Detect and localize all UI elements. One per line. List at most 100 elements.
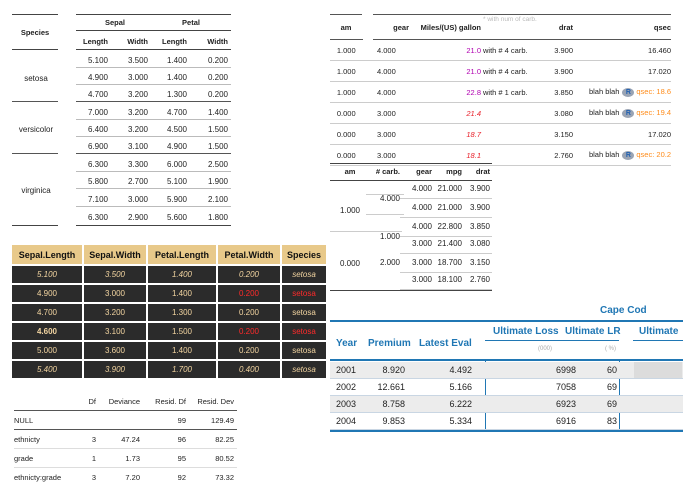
species-header: Species <box>20 28 50 37</box>
anova-table: Df Deviance Resid. Df Resid. Dev NULL 99… <box>14 392 237 486</box>
table-cell: 3.900 <box>553 60 573 82</box>
column-header: Premium <box>368 338 411 349</box>
table-cell: 4.000 <box>373 81 409 103</box>
table-cell: 3.100 <box>84 323 146 340</box>
table-cell <box>99 411 143 430</box>
table-cell: 3.100 <box>127 142 148 151</box>
table-cell: setosa <box>282 323 326 340</box>
table-cell: 6916 <box>555 416 576 426</box>
table-cell: 3.000 <box>373 102 409 124</box>
mtcars-colored-table: am gear Miles/(US) gallon * with num of … <box>330 14 671 166</box>
table-cell: 4.900 <box>87 73 108 82</box>
column-header: gear <box>416 167 432 176</box>
table-cell: 3.000 <box>373 144 409 166</box>
table-cell: 69 <box>606 382 617 392</box>
table-cell: with # 4 carb. <box>483 39 553 61</box>
unit-label: (000) <box>538 346 553 352</box>
table-cell: 18.700 <box>437 258 462 267</box>
blah-text: blah blah <box>588 87 620 96</box>
table-cell <box>362 39 373 61</box>
sepal-header: Sepal <box>104 18 125 27</box>
table-cell: 5.000 <box>12 342 82 359</box>
table-cell: 2.760 <box>469 275 490 284</box>
table-cell: 2003 <box>336 399 357 409</box>
table-cell: 3.000 <box>411 275 432 284</box>
sepal-length-header: Length <box>83 37 108 46</box>
table-cell: 21.0 <box>409 39 483 61</box>
table-cell: 0.200 <box>218 323 280 340</box>
table-cell: 3.150 <box>469 258 490 267</box>
column-header: Petal.Length <box>148 245 216 264</box>
row-name: NULL <box>14 415 34 425</box>
table-cell: 4.700 <box>87 90 108 99</box>
table-cell: setosa <box>282 361 326 378</box>
table-cell: 5.400 <box>12 361 82 378</box>
table-cell: 6923 <box>555 399 576 409</box>
table-cell: 3.850 <box>469 222 490 231</box>
table-cell: 22.8 <box>409 81 483 103</box>
table-cell: with # 1 carb. <box>483 81 553 103</box>
table-cell: 21.400 <box>437 239 462 248</box>
unit-label: ( %) <box>605 346 616 352</box>
table-cell: 9.853 <box>382 416 405 426</box>
table-cell: 17.020 <box>573 60 671 82</box>
table-cell: 6.300 <box>87 160 108 169</box>
table-cell: 80.52 <box>215 453 234 463</box>
petal-length-header: Length <box>162 37 187 46</box>
column-header: Year <box>336 338 358 349</box>
table-cell: 5.334 <box>449 416 472 426</box>
column-header: Species <box>282 245 326 264</box>
table-cell: 3.000 <box>373 123 409 145</box>
table-cell: 4.000 <box>411 203 432 212</box>
qsec-value: qsec: 20.2 <box>636 150 671 159</box>
table-cell: 1.500 <box>207 125 228 134</box>
table-cell: 12.661 <box>377 382 405 392</box>
column-header: drat <box>553 14 573 40</box>
column-header: mpg <box>446 167 462 176</box>
qsec-value: 16.460 <box>648 45 671 55</box>
table-cell: 0.000 <box>330 123 363 145</box>
table-cell: 1.800 <box>207 213 228 222</box>
table-cell: 3.080 <box>553 102 573 124</box>
petal-width-header: Width <box>207 37 228 46</box>
table-cell: 1.400 <box>148 266 216 283</box>
column-header: gear <box>373 14 409 40</box>
table-cell: with # 4 carb. <box>483 60 553 82</box>
qsec-value: 17.020 <box>648 66 671 76</box>
table-cell <box>483 144 553 166</box>
table-cell: 3.500 <box>127 56 148 65</box>
table-cell: 4.900 <box>166 142 187 151</box>
table-cell: 0.000 <box>330 102 363 124</box>
table-cell: 1.400 <box>148 342 216 359</box>
table-cell: 0.200 <box>207 56 228 65</box>
table-cell: 3.200 <box>84 304 146 321</box>
table-cell: 6.900 <box>87 142 108 151</box>
table-cell <box>362 102 373 124</box>
table-cell: 2.900 <box>127 213 148 222</box>
table-cell: setosa <box>282 342 326 359</box>
table-cell: 3.200 <box>127 90 148 99</box>
table-cell: 3.850 <box>553 81 573 103</box>
table-cell: 1.400 <box>166 56 187 65</box>
table-cell: 0.200 <box>218 266 280 283</box>
iris-dark-table: Sepal.Length Sepal.Width Petal.Length Pe… <box>10 243 328 380</box>
blah-text: blah blah <box>588 108 620 117</box>
table-row: 0.000 3.000 18.7 3.150 17.020 <box>330 123 671 145</box>
table-cell: 1.400 <box>148 285 216 302</box>
column-header: am <box>344 167 356 176</box>
table-cell: 0.200 <box>218 285 280 302</box>
table-cell: setosa <box>282 266 326 283</box>
table-cell: 4.492 <box>449 365 472 375</box>
mtcars-grouped-table: am # carb. gear mpg drat 1.000 0.000 4.0… <box>330 163 492 293</box>
table-cell: 7.000 <box>87 108 108 117</box>
table-cell: 3.200 <box>127 108 148 117</box>
qsec-value: 17.020 <box>648 129 671 139</box>
table-cell: 3.900 <box>553 39 573 61</box>
group-label: 1.000 <box>339 206 361 215</box>
table-cell: 2.000 <box>379 258 400 267</box>
table-cell: 2001 <box>336 365 357 375</box>
table-cell: 3.000 <box>411 239 432 248</box>
table-cell: 21.000 <box>437 203 462 212</box>
